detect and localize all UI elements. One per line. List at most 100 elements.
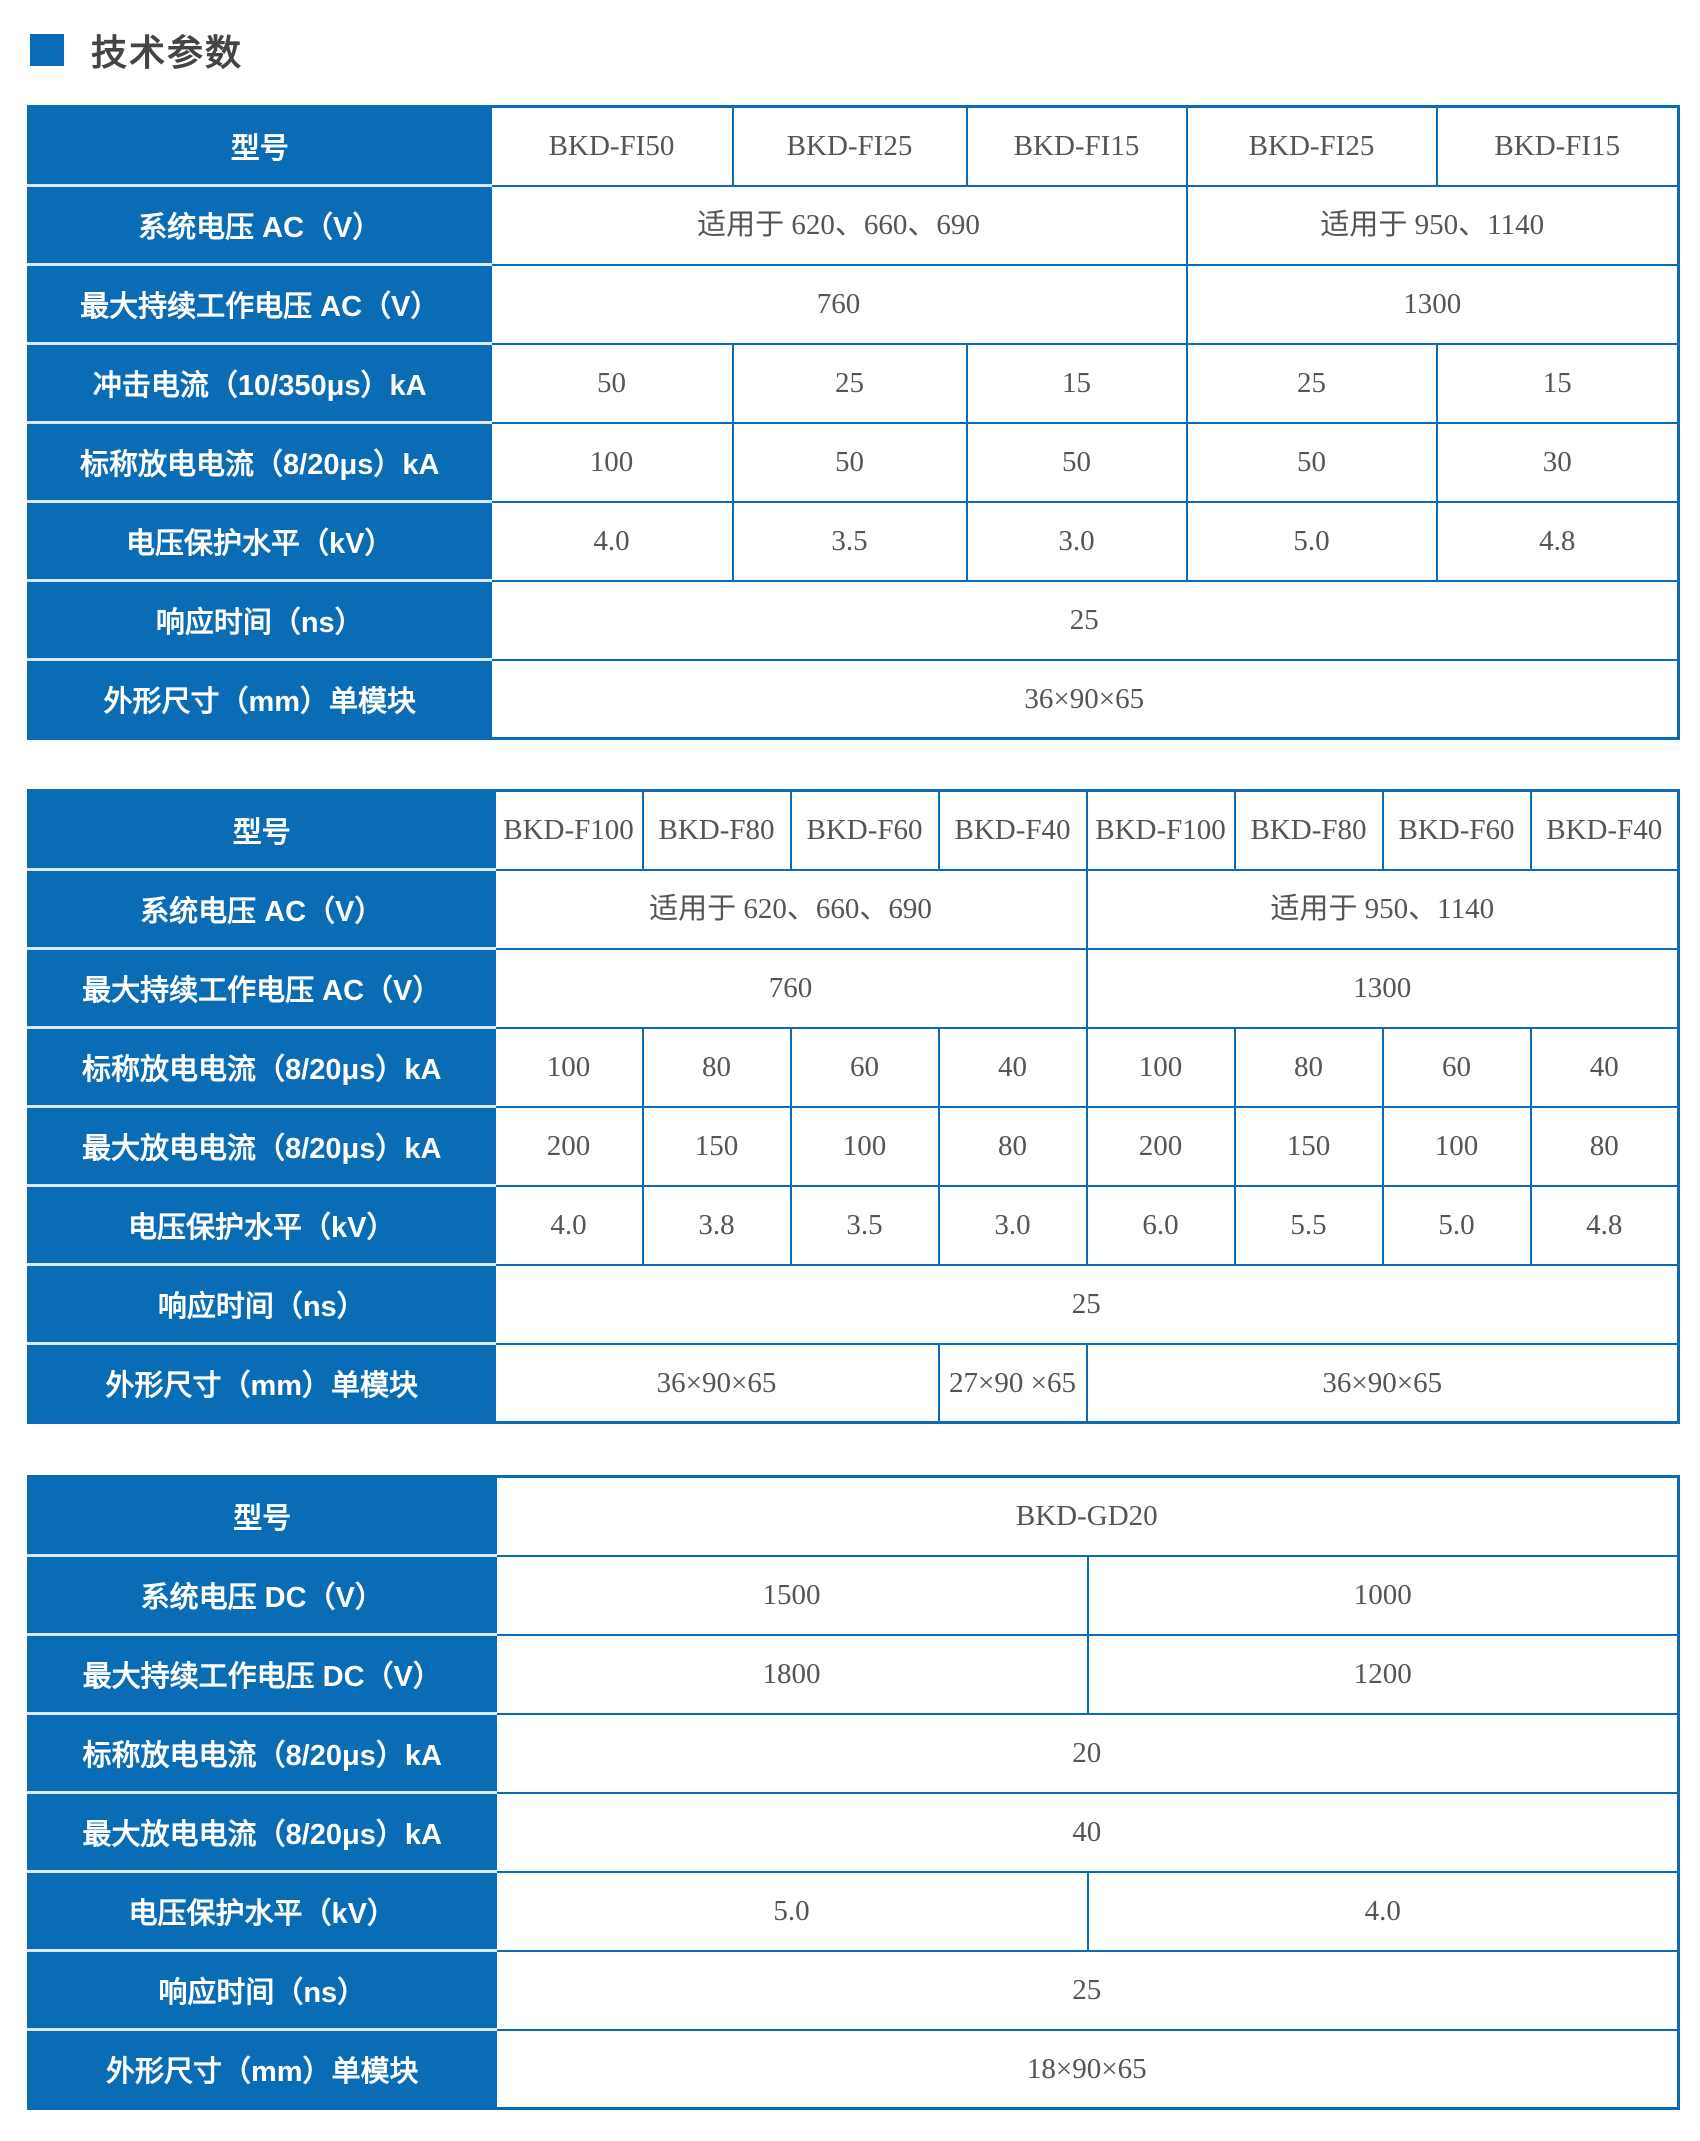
row-label: 最大持续工作电压 AC（V） [27,947,496,1029]
value-cell: 6.0 [1085,1184,1236,1266]
value-cell: BKD-GD20 [494,1475,1680,1557]
table-row: 型号 BKD-FI50 BKD-FI25 BKD-FI15 BKD-FI25 BKD-FI… [27,105,1680,187]
row-label: 外形尺寸（mm）单模块 [27,2028,497,2110]
row-label: 最大持续工作电压 DC（V） [27,1633,497,1715]
value-cell: 36×90×65 [489,658,1680,740]
row-label: 响应时间（ns） [27,579,492,661]
value-cell: 150 [1233,1105,1384,1187]
value-cell: 25 [731,342,968,424]
value-cell: 1300 [1185,263,1680,345]
value-cell: 100 [1085,1026,1236,1108]
value-cell: 80 [1233,1026,1384,1108]
value-cell: 5.0 [1185,500,1438,582]
table-row: 最大放电电流（8/20μs）kA 200 150 100 80 200 150 100 80 [27,1105,1680,1187]
value-cell: 60 [789,1026,940,1108]
table-row: 型号 BKD-GD20 [27,1475,1680,1557]
value-cell: 5.5 [1233,1184,1384,1266]
value-cell: BKD-F100 [493,789,644,871]
table-row: 响应时间（ns） 25 [27,1263,1680,1345]
table-row: 外形尺寸（mm）单模块 36×90×65 27×90 ×65 36×90×65 [27,1342,1680,1424]
value-cell: BKD-F40 [937,789,1088,871]
table-row: 最大放电电流（8/20μs）kA 40 [27,1791,1680,1873]
value-cell: BKD-FI15 [1435,105,1680,187]
value-cell: 150 [641,1105,792,1187]
row-label: 电压保护水平（kV） [27,500,492,582]
title-square-icon [30,34,64,66]
value-cell: 40 [1529,1026,1680,1108]
value-cell: 50 [1185,421,1438,503]
value-cell: BKD-F60 [1381,789,1532,871]
row-label: 电压保护水平（kV） [27,1184,496,1266]
value-cell: 4.8 [1529,1184,1680,1266]
value-cell: 36×90×65 [1085,1342,1680,1424]
value-cell: 18×90×65 [494,2028,1680,2110]
value-cell: 3.8 [641,1184,792,1266]
table-row: 电压保护水平（kV） 4.0 3.8 3.5 3.0 6.0 5.5 5.0 4.8 [27,1184,1680,1266]
row-label: 系统电压 AC（V） [27,184,492,266]
value-cell: 4.0 [489,500,734,582]
value-cell: 3.5 [731,500,968,582]
value-cell: 760 [493,947,1088,1029]
table-row: 系统电压 AC（V） 适用于 620、660、690 适用于 950、1140 [27,184,1680,266]
table-row: 最大持续工作电压 AC（V） 760 1300 [27,263,1680,345]
row-label: 标称放电电流（8/20μs）kA [27,1026,496,1108]
spec-table-bkd-fi: 型号 BKD-FI50 BKD-FI25 BKD-FI15 BKD-FI25 BKD-FI… [27,105,1680,740]
section-header: 技术参数 [30,30,243,74]
value-cell: 100 [489,421,734,503]
value-cell: 适用于 950、1140 [1085,868,1680,950]
row-label: 外形尺寸（mm）单模块 [27,658,492,740]
value-cell: BKD-F100 [1085,789,1236,871]
table-row: 最大持续工作电压 AC（V） 760 1300 [27,947,1680,1029]
value-cell: 25 [493,1263,1680,1345]
value-cell: 200 [1085,1105,1236,1187]
value-cell: 25 [494,1949,1680,2031]
row-label: 电压保护水平（kV） [27,1870,497,1952]
table-row: 响应时间（ns） 25 [27,579,1680,661]
table-row: 外形尺寸（mm）单模块 18×90×65 [27,2028,1680,2110]
value-cell: 40 [937,1026,1088,1108]
table-row: 电压保护水平（kV） 5.0 4.0 [27,1870,1680,1952]
row-label: 响应时间（ns） [27,1263,496,1345]
table-row: 标称放电电流（8/20μs）kA 100 50 50 50 30 [27,421,1680,503]
value-cell: 15 [1435,342,1680,424]
value-cell: 80 [937,1105,1088,1187]
row-label: 型号 [27,789,496,871]
value-cell: 50 [965,421,1188,503]
section-title: 技术参数 [91,33,244,74]
value-cell: 50 [731,421,968,503]
value-cell: 36×90×65 [493,1342,940,1424]
value-cell: 1300 [1085,947,1680,1029]
row-label: 系统电压 AC（V） [27,868,496,950]
value-cell: 20 [494,1712,1680,1794]
value-cell: 60 [1381,1026,1532,1108]
value-cell: BKD-FI25 [731,105,968,187]
value-cell: 100 [493,1026,644,1108]
value-cell: 50 [489,342,734,424]
row-label: 型号 [27,105,492,187]
spec-table-bkd-f: 型号 BKD-F100 BKD-F80 BKD-F60 BKD-F40 BKD-F100 B… [27,789,1680,1424]
row-label: 响应时间（ns） [27,1949,497,2031]
value-cell: 25 [1185,342,1438,424]
value-cell: 适用于 950、1140 [1185,184,1680,266]
table-row: 电压保护水平（kV） 4.0 3.5 3.0 5.0 4.8 [27,500,1680,582]
value-cell: 80 [641,1026,792,1108]
table-row: 外形尺寸（mm）单模块 36×90×65 [27,658,1680,740]
table-row: 系统电压 AC（V） 适用于 620、660、690 适用于 950、1140 [27,868,1680,950]
table-row: 冲击电流（10/350μs）kA 50 25 15 25 15 [27,342,1680,424]
value-cell: 1500 [494,1554,1089,1636]
value-cell: 760 [489,263,1188,345]
value-cell: 80 [1529,1105,1680,1187]
value-cell: 3.0 [965,500,1188,582]
value-cell: 适用于 620、660、690 [493,868,1088,950]
row-label: 标称放电电流（8/20μs）kA [27,421,492,503]
value-cell: 100 [789,1105,940,1187]
value-cell: 4.0 [493,1184,644,1266]
value-cell: BKD-F40 [1529,789,1680,871]
value-cell: 15 [965,342,1188,424]
value-cell: 适用于 620、660、690 [489,184,1188,266]
row-label: 型号 [27,1475,497,1557]
value-cell: BKD-FI50 [489,105,734,187]
row-label: 最大持续工作电压 AC（V） [27,263,492,345]
row-label: 外形尺寸（mm）单模块 [27,1342,496,1424]
row-label: 冲击电流（10/350μs）kA [27,342,492,424]
